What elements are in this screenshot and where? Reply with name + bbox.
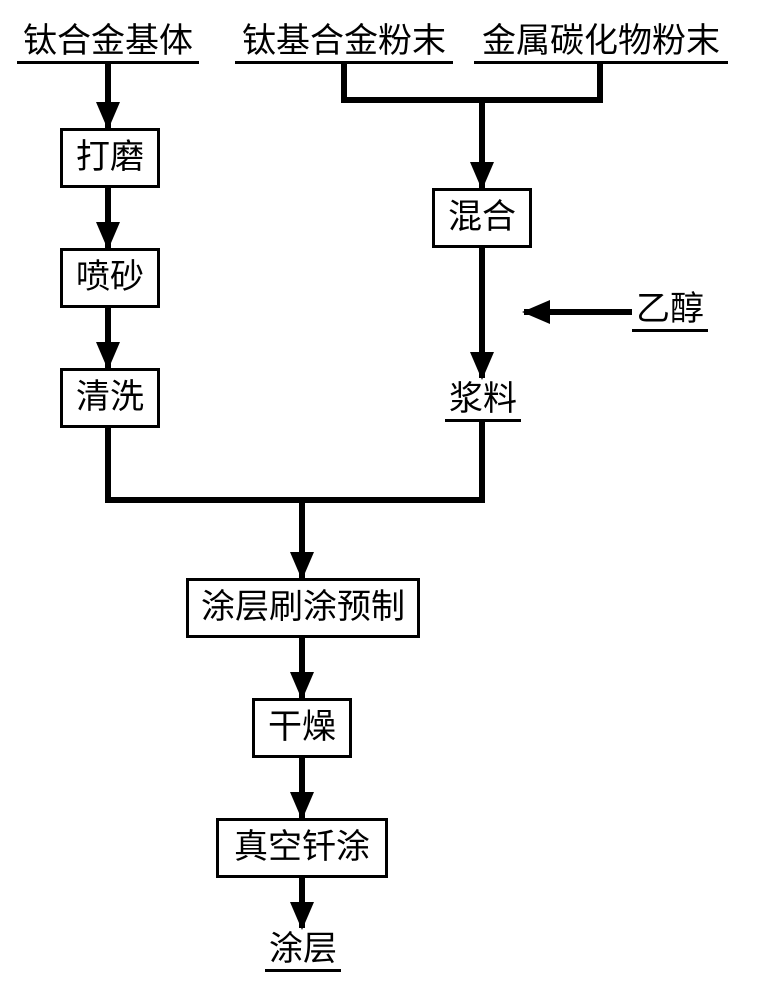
edge-4: [482, 64, 600, 100]
edge-3: [344, 64, 482, 100]
flowchart-canvas: 钛合金基体钛基合金粉末金属碳化物粉末打磨喷砂清洗 混合乙醇浆料涂层刷涂预制干燥真空…: [0, 0, 761, 1000]
edge-9: [302, 422, 482, 500]
node-precoat: 涂层刷涂预制: [186, 578, 420, 638]
node-dry: 干燥: [252, 698, 352, 758]
node-carbide: 金属碳化物粉末: [474, 20, 728, 64]
node-clean: 清洗: [60, 368, 160, 428]
node-mix: 混合: [432, 188, 532, 248]
node-vac-braze: 真空钎涂: [216, 818, 388, 878]
node-ethanol: 乙醇: [632, 288, 708, 332]
node-sandblast: 喷砂: [60, 248, 160, 308]
node-slurry: 浆料: [445, 378, 521, 422]
node-grind: 打磨: [60, 128, 160, 188]
edge-8: [108, 428, 302, 500]
node-ti-powder: 钛基合金粉末: [235, 20, 453, 64]
node-coating: 涂层: [265, 928, 341, 972]
node-substrate: 钛合金基体: [17, 20, 199, 64]
